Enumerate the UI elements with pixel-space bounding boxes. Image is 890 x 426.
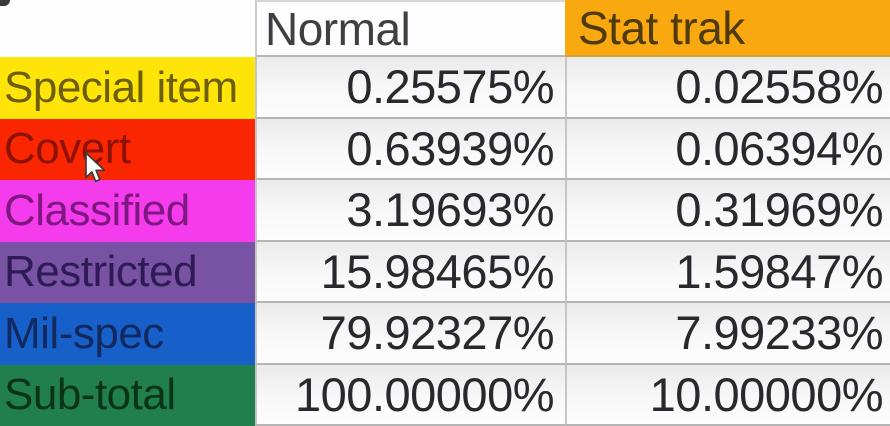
cell-classified-normal[interactable]: 3.19693%: [255, 180, 565, 242]
cell-sub-total-stat-trak[interactable]: 10.00000%: [565, 364, 890, 426]
header-cell-stat-trak[interactable]: Stat trak: [565, 0, 890, 57]
cell-mil-spec-normal[interactable]: 79.92327%: [255, 303, 565, 365]
cell-restricted-normal[interactable]: 15.98465%: [255, 241, 565, 303]
corner-artifact: [0, 0, 10, 6]
cell-covert-normal[interactable]: 0.63939%: [255, 118, 565, 180]
cell-special-item-stat-trak[interactable]: 0.02558%: [565, 57, 890, 119]
cell-sub-total-normal[interactable]: 100.00000%: [255, 364, 565, 426]
row-label-restricted[interactable]: Restricted: [0, 241, 255, 303]
cell-restricted-stat-trak[interactable]: 1.59847%: [565, 241, 890, 303]
row-label-sub-total[interactable]: Sub-total: [0, 364, 255, 426]
cell-covert-stat-trak[interactable]: 0.06394%: [565, 118, 890, 180]
row-label-mil-spec[interactable]: Mil-spec: [0, 303, 255, 365]
row-label-covert[interactable]: Covert: [0, 118, 255, 180]
cell-special-item-normal[interactable]: 0.25575%: [255, 57, 565, 119]
header-corner-cell[interactable]: [0, 0, 255, 57]
cell-classified-stat-trak[interactable]: 0.31969%: [565, 180, 890, 242]
header-cell-normal[interactable]: Normal: [255, 0, 565, 57]
row-label-classified[interactable]: Classified: [0, 180, 255, 242]
row-label-special-item[interactable]: Special item: [0, 57, 255, 119]
cell-mil-spec-stat-trak[interactable]: 7.99233%: [565, 303, 890, 365]
